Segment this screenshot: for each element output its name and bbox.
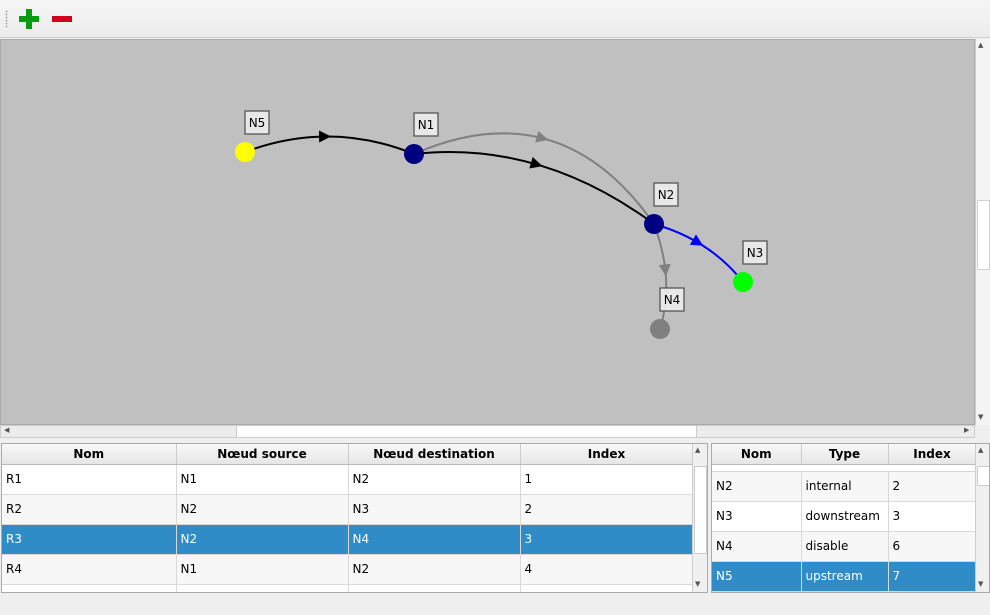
table-cell[interactable]: N1 (176, 464, 349, 495)
table-cell[interactable] (348, 584, 521, 592)
canvas-horizontal-scrollbar[interactable]: ◀ ▶ (0, 425, 975, 438)
table-cell[interactable]: 1 (520, 464, 694, 495)
node-label-box (742, 240, 768, 265)
routes-table: Nom Nœud source Nœud destination Index R1 N1 N… (2, 444, 694, 592)
scroll-up-icon[interactable]: ▲ (978, 41, 984, 49)
table-cell[interactable]: N2 (348, 554, 521, 585)
scroll-up-icon[interactable]: ▲ (695, 446, 701, 454)
edge-N2-N4[interactable] (653, 223, 668, 330)
table-cell[interactable]: N4 (712, 531, 802, 562)
arrow-icon (658, 263, 671, 277)
table-cell[interactable]: upstream (801, 561, 889, 592)
table-cell[interactable]: 3 (888, 501, 977, 532)
table-cell[interactable]: N2 (176, 494, 349, 525)
table-row[interactable]: R3 N2 N4 3 (2, 524, 694, 555)
table-cell[interactable]: N3 (348, 494, 521, 525)
node-label: N5 (249, 116, 266, 130)
nodes-table-panel: Nom Type Index N2 internal 2 N3 downstream 3 N4 di… (711, 443, 990, 593)
table-cell[interactable]: N5 (712, 561, 802, 592)
edge-N2-N3[interactable] (653, 223, 744, 283)
table-cell[interactable] (2, 584, 177, 592)
table-row[interactable]: N4 disable 6 (712, 531, 977, 562)
arrow-icon (535, 130, 549, 143)
table-cell[interactable]: N3 (712, 501, 802, 532)
table-cell[interactable]: N2 (348, 464, 521, 495)
table-cell[interactable]: internal (801, 471, 889, 502)
table-cell[interactable]: disable (801, 531, 889, 562)
table-row[interactable]: N2 internal 2 (712, 471, 977, 502)
arrow-icon (319, 130, 332, 143)
column-header[interactable]: Index (520, 444, 694, 465)
table-cell[interactable]: R4 (2, 554, 177, 585)
table-cell[interactable]: R3 (2, 524, 177, 555)
arrow-icon (689, 234, 704, 246)
table-cell[interactable]: 2 (888, 471, 977, 502)
table-cell[interactable]: N2 (176, 524, 349, 555)
node-N1[interactable] (404, 144, 424, 164)
table-row[interactable]: N5 upstream 7 (712, 561, 977, 592)
node-N3[interactable] (733, 272, 753, 292)
scroll-thumb[interactable] (977, 466, 989, 486)
scroll-up-icon[interactable]: ▲ (978, 446, 984, 454)
toolbar-grip[interactable] (5, 10, 8, 28)
table-row[interactable]: N3 downstream 3 (712, 501, 977, 532)
table-cell[interactable] (520, 584, 694, 592)
graph-canvas[interactable]: N5 N1 N2 N3 N4 (0, 39, 975, 425)
remove-button[interactable] (52, 16, 72, 22)
add-button[interactable] (19, 9, 39, 29)
table-cell[interactable]: 2 (520, 494, 694, 525)
canvas-vertical-scrollbar[interactable]: ▲ ▼ (975, 39, 990, 425)
table-row[interactable]: R2 N2 N3 2 (2, 494, 694, 525)
edge-N1-N2[interactable] (413, 132, 655, 225)
scroll-left-icon[interactable]: ◀ (4, 426, 10, 434)
table-cell[interactable]: N1 (176, 554, 349, 585)
table-row[interactable]: R4 N1 N2 4 (2, 554, 694, 585)
routes-table-scrollbar[interactable]: ▲ ▼ (692, 444, 707, 592)
scroll-thumb[interactable] (236, 426, 697, 437)
arrow-icon (529, 156, 543, 169)
table-cell[interactable]: 6 (888, 531, 977, 562)
edge-N5-N1[interactable] (244, 135, 415, 155)
table-cell[interactable] (176, 584, 349, 592)
column-header[interactable]: Type (801, 444, 889, 465)
nodes-table: Nom Type Index N2 internal 2 N3 downstream 3 N4 di… (712, 444, 977, 592)
routes-table-panel: Nom Nœud source Nœud destination Index R1 N1 N… (1, 443, 708, 593)
table-row[interactable]: R1 N1 N2 1 (2, 464, 694, 495)
node-label: N2 (658, 188, 675, 202)
column-header[interactable]: Nœud destination (348, 444, 521, 465)
table-row[interactable] (2, 584, 694, 592)
table-cell[interactable]: downstream (801, 501, 889, 532)
toolbar (0, 0, 990, 38)
node-label: N1 (418, 118, 435, 132)
graph-svg[interactable]: N5 N1 N2 N3 N4 (0, 39, 975, 425)
node-label: N4 (664, 293, 681, 307)
table-cell[interactable]: N4 (348, 524, 521, 555)
table-cell[interactable]: R1 (2, 464, 177, 495)
column-header[interactable]: Index (888, 444, 977, 465)
table-cell[interactable]: R2 (2, 494, 177, 525)
node-N5[interactable] (235, 142, 255, 162)
node-label: N3 (747, 246, 764, 260)
table-cell[interactable]: 7 (888, 561, 977, 592)
column-header[interactable]: Nœud source (176, 444, 349, 465)
scroll-down-icon[interactable]: ▼ (978, 580, 984, 588)
scroll-right-icon[interactable]: ▶ (964, 426, 970, 434)
node-label-box (659, 287, 685, 312)
node-label-box (244, 110, 270, 135)
node-N2[interactable] (644, 214, 664, 234)
table-cell[interactable]: 4 (520, 554, 694, 585)
scroll-thumb[interactable] (977, 200, 990, 270)
nodes-table-scrollbar[interactable]: ▲ ▼ (975, 444, 989, 592)
column-header[interactable]: Nom (2, 444, 177, 465)
table-cell[interactable]: N2 (712, 471, 802, 502)
node-label-box (653, 182, 679, 207)
scroll-down-icon[interactable]: ▼ (978, 413, 984, 421)
scroll-down-icon[interactable]: ▼ (695, 580, 701, 588)
node-N4[interactable] (650, 319, 670, 339)
column-header[interactable]: Nom (712, 444, 802, 465)
node-label-box (413, 112, 439, 137)
scroll-thumb[interactable] (694, 466, 707, 554)
table-cell[interactable]: 3 (520, 524, 694, 555)
